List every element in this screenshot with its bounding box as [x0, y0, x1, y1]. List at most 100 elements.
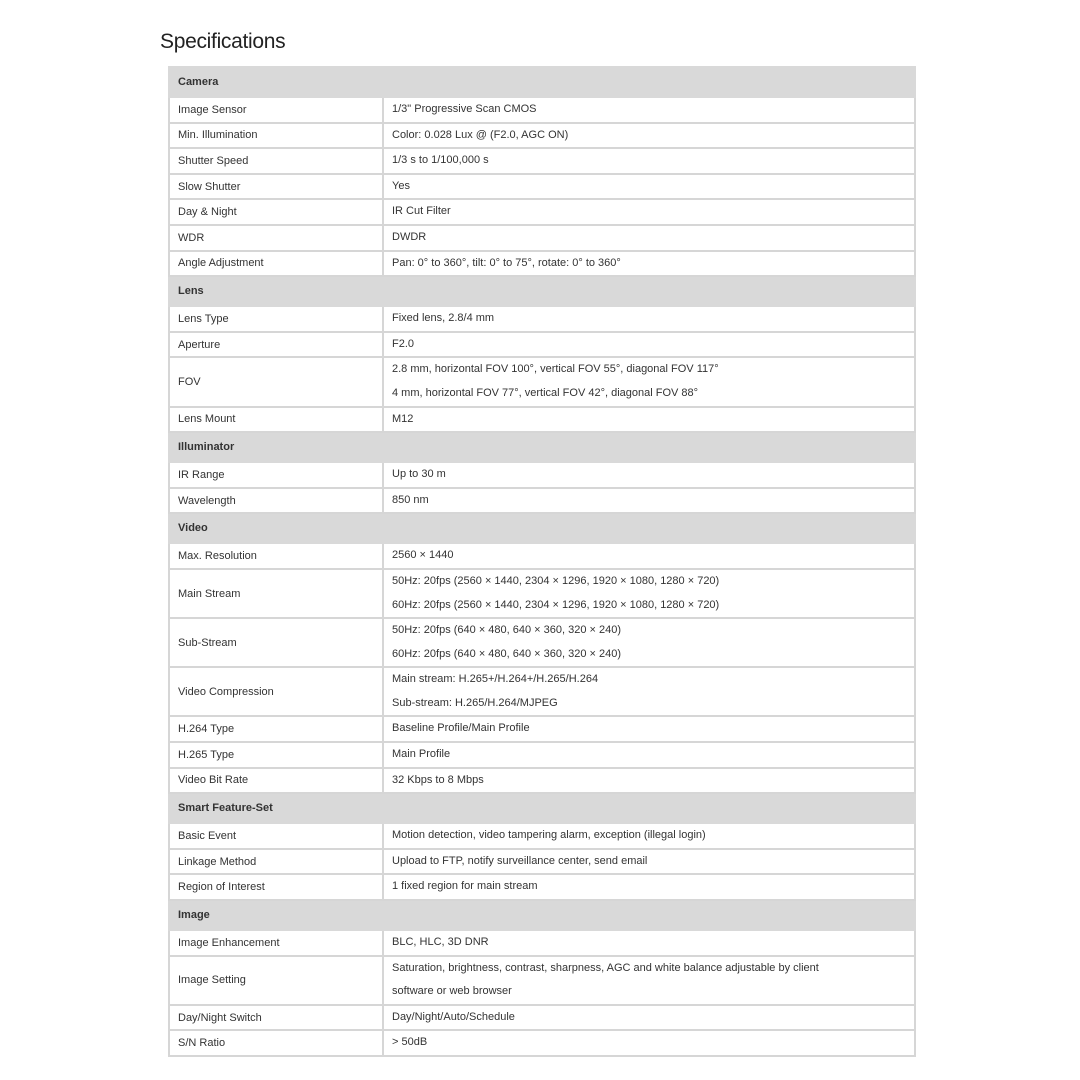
spec-label: Lens Type	[168, 305, 384, 333]
section-title: Lens	[168, 275, 916, 308]
spec-value: 32 Kbps to 8 Mbps	[382, 766, 916, 795]
spec-value-line: BLC, HLC, 3D DNR	[392, 936, 489, 949]
section-header: Illuminator	[168, 431, 916, 464]
spec-value-line: Upload to FTP, notify surveillance cente…	[392, 854, 648, 867]
section-header: Camera	[168, 66, 916, 98]
spec-value-line: Color: 0.028 Lux @ (F2.0, AGC ON)	[392, 128, 569, 141]
spec-value-line: Main Profile	[392, 748, 451, 761]
spec-value: F2.0	[382, 330, 916, 359]
spec-row: Region of Interest 1 fixed region for mai…	[168, 873, 916, 902]
spec-label: Sub-Stream	[168, 617, 384, 669]
spec-value: 2560 × 1440	[382, 542, 916, 570]
spec-value: 2.8 mm, horizontal FOV 100°, vertical FO…	[382, 356, 916, 408]
spec-row: Lens Mount M12	[168, 405, 916, 434]
spec-value: 850 nm	[382, 486, 916, 515]
spec-row: Slow Shutter Yes	[168, 172, 916, 201]
spec-value-line: Main stream: H.265+/H.264+/H.265/H.264	[392, 673, 599, 686]
section-title: Illuminator	[168, 431, 916, 464]
spec-value: Fixed lens, 2.8/4 mm	[382, 305, 916, 333]
spec-value: Upload to FTP, notify surveillance cente…	[382, 847, 916, 876]
spec-label: Video Bit Rate	[168, 766, 384, 795]
spec-label: Max. Resolution	[168, 542, 384, 570]
spec-label: Image Sensor	[168, 96, 384, 124]
spec-value: IR Cut Filter	[382, 198, 916, 226]
spec-value: M12	[382, 405, 916, 434]
page-title: Specifications	[160, 30, 286, 53]
spec-value-line: Pan: 0° to 360°, tilt: 0° to 75°, rotate…	[392, 256, 621, 269]
spec-value-line: 1 fixed region for main stream	[392, 880, 538, 893]
spec-value-line: Sub-stream: H.265/H.264/MJPEG	[392, 696, 558, 709]
spec-row: Min. Illumination Color: 0.028 Lux @ (F2.…	[168, 121, 916, 150]
spec-label: Main Stream	[168, 567, 384, 620]
spec-value: Motion detection, video tampering alarm,…	[382, 822, 916, 850]
spec-value-line: 50Hz: 20fps (640 × 480, 640 × 360, 320 ×…	[392, 624, 622, 637]
spec-row: IR Range Up to 30 m	[168, 461, 916, 489]
spec-row: Linkage Method Upload to FTP, notify surv…	[168, 847, 916, 876]
spec-label: Slow Shutter	[168, 172, 384, 201]
spec-value-line: 32 Kbps to 8 Mbps	[392, 773, 484, 786]
spec-value-line: Motion detection, video tampering alarm,…	[392, 829, 706, 842]
spec-value-line: F2.0	[392, 337, 415, 350]
spec-row: H.264 Type Baseline Profile/Main Profile	[168, 715, 916, 744]
spec-value-line: 60Hz: 20fps (2560 × 1440, 2304 × 1296, 1…	[392, 598, 720, 611]
spec-row: Angle Adjustment Pan: 0° to 360°, tilt: 0…	[168, 249, 916, 278]
spec-value-line: 2560 × 1440	[392, 549, 454, 562]
spec-label: Day/Night Switch	[168, 1003, 384, 1032]
spec-label: Linkage Method	[168, 847, 384, 876]
spec-label: Region of Interest	[168, 873, 384, 902]
spec-label: Shutter Speed	[168, 147, 384, 175]
spec-value-line: 850 nm	[392, 493, 429, 506]
spec-value-line: Fixed lens, 2.8/4 mm	[392, 312, 495, 325]
spec-row: Basic Event Motion detection, video tampe…	[168, 822, 916, 850]
spec-value-line: Saturation, brightness, contrast, sharpn…	[392, 961, 819, 974]
spec-value-line: 60Hz: 20fps (640 × 480, 640 × 360, 320 ×…	[392, 647, 622, 660]
spec-row: WDR DWDR	[168, 223, 916, 252]
spec-row: Image Enhancement BLC, HLC, 3D DNR	[168, 929, 916, 957]
spec-row: Sub-Stream 50Hz: 20fps (640 × 480, 640 × …	[168, 617, 916, 669]
spec-label: Min. Illumination	[168, 121, 384, 150]
spec-value-line: Up to 30 m	[392, 468, 446, 481]
spec-row: Image Sensor 1/3" Progressive Scan CMOS	[168, 96, 916, 124]
specifications-table: Camera Image Sensor 1/3" Progressive Scan …	[168, 66, 916, 1057]
spec-row: Main Stream 50Hz: 20fps (2560 × 1440, 230…	[168, 567, 916, 620]
section-title: Smart Feature-Set	[168, 792, 916, 825]
spec-label: Day & Night	[168, 198, 384, 226]
spec-label: Lens Mount	[168, 405, 384, 434]
spec-label: Image Enhancement	[168, 929, 384, 957]
spec-row: Aperture F2.0	[168, 330, 916, 359]
spec-value: 1/3 s to 1/100,000 s	[382, 147, 916, 175]
section-title: Image	[168, 899, 916, 932]
spec-row: H.265 Type Main Profile	[168, 741, 916, 769]
spec-row: Max. Resolution 2560 × 1440	[168, 542, 916, 570]
spec-value-line: 50Hz: 20fps (2560 × 1440, 2304 × 1296, 1…	[392, 574, 720, 587]
spec-value: > 50dB	[382, 1029, 916, 1057]
spec-value-line: Day/Night/Auto/Schedule	[392, 1010, 515, 1023]
section-title: Camera	[168, 66, 916, 98]
spec-label: Basic Event	[168, 822, 384, 850]
section-header: Smart Feature-Set	[168, 792, 916, 825]
spec-value-line: Baseline Profile/Main Profile	[392, 722, 530, 735]
spec-row: Day & Night IR Cut Filter	[168, 198, 916, 226]
spec-value-line: 4 mm, horizontal FOV 77°, vertical FOV 4…	[392, 386, 699, 399]
spec-value: Yes	[382, 172, 916, 201]
spec-value: Baseline Profile/Main Profile	[382, 715, 916, 744]
spec-label: Aperture	[168, 330, 384, 359]
spec-value-line: 1/3 s to 1/100,000 s	[392, 154, 489, 167]
spec-value: Up to 30 m	[382, 461, 916, 489]
spec-value: Color: 0.028 Lux @ (F2.0, AGC ON)	[382, 121, 916, 150]
spec-label: WDR	[168, 223, 384, 252]
spec-value-line: > 50dB	[392, 1036, 428, 1049]
spec-value-line: DWDR	[392, 230, 427, 243]
section-title: Video	[168, 512, 916, 545]
spec-label: H.265 Type	[168, 741, 384, 769]
spec-value: Main stream: H.265+/H.264+/H.265/H.264 Su…	[382, 666, 916, 718]
spec-row: Video Compression Main stream: H.265+/H.2…	[168, 666, 916, 718]
spec-value: 50Hz: 20fps (2560 × 1440, 2304 × 1296, 1…	[382, 567, 916, 620]
spec-row: Image Setting Saturation, brightness, con…	[168, 954, 916, 1006]
spec-label: S/N Ratio	[168, 1029, 384, 1057]
spec-label: Image Setting	[168, 954, 384, 1006]
spec-value: 50Hz: 20fps (640 × 480, 640 × 360, 320 ×…	[382, 617, 916, 669]
spec-value: 1/3" Progressive Scan CMOS	[382, 96, 916, 124]
spec-value-line: software or web browser	[392, 985, 512, 998]
spec-value-line: 2.8 mm, horizontal FOV 100°, vertical FO…	[392, 363, 719, 376]
